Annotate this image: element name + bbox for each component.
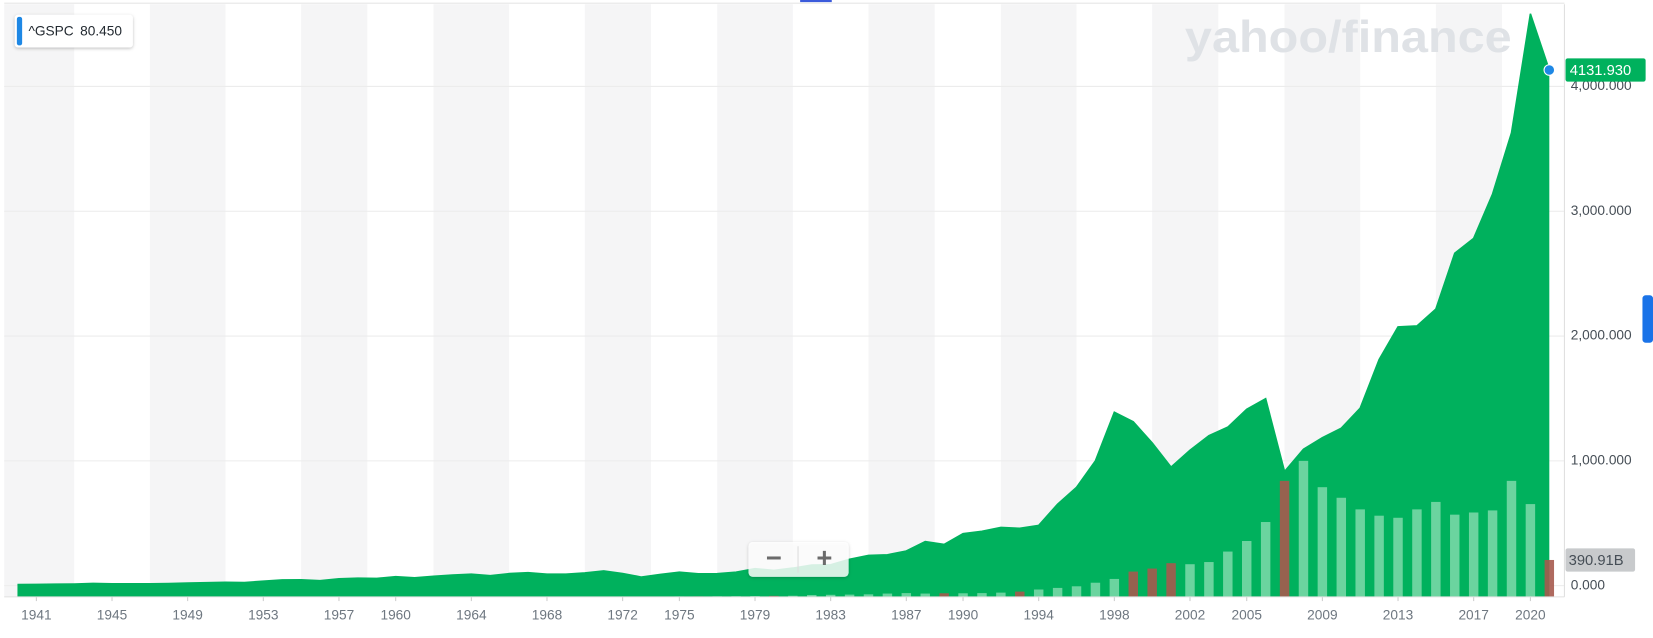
y-tick-label: 1,000.000: [1571, 452, 1632, 467]
volume-bar: [1241, 540, 1252, 597]
volume-bar: [1412, 509, 1422, 597]
volume-bar: [1468, 512, 1479, 597]
zoom-out[interactable]: −: [766, 542, 782, 573]
volume-tag: [1565, 548, 1636, 572]
volume-bar: [1544, 559, 1555, 597]
x-tick-label: 1949: [172, 607, 202, 622]
volume-bar: [1525, 504, 1536, 597]
volume-bar: [807, 594, 817, 597]
x-tick-label: 2005: [1232, 607, 1263, 622]
x-tick-label: 1964: [456, 607, 487, 622]
volume-bar: [1147, 568, 1157, 597]
volume-bar: [958, 593, 968, 597]
volume-bar: [882, 593, 893, 597]
x-tick-label: 1945: [97, 607, 128, 622]
volume-bar: [1393, 517, 1403, 597]
y-tick-label: 3,000.000: [1571, 203, 1632, 218]
volume-bar: [1298, 460, 1309, 597]
side-tab[interactable]: [1642, 295, 1653, 343]
volume-tag-label: 390.91B: [1569, 553, 1624, 569]
x-tick-label: 1960: [380, 607, 411, 622]
legend-symbol: ^GSPC: [28, 23, 73, 38]
volume-bar: [1185, 564, 1195, 597]
volume-bar: [1052, 587, 1063, 597]
watermark: yahoo/finance: [1185, 13, 1512, 62]
volume-bar: [901, 593, 912, 597]
zoom-controls: − +: [748, 542, 849, 577]
volume-bar: [1431, 501, 1441, 597]
zoom-in[interactable]: +: [816, 542, 832, 573]
volume-bar: [863, 594, 874, 597]
volume-bar: [1033, 589, 1044, 597]
volume-bar: [1317, 487, 1328, 597]
price-tag-label: 4131.930: [1570, 63, 1632, 79]
volume-bar: [1279, 480, 1290, 597]
x-tick-label: 1990: [948, 607, 979, 622]
volume-bar: [1374, 515, 1384, 597]
x-tick-label: 1968: [532, 607, 563, 622]
volume-bar: [939, 593, 949, 597]
volume-bar: [1071, 586, 1082, 597]
background-band: [149, 4, 226, 597]
x-tick-label: 1957: [324, 607, 354, 622]
x-tick-label: 1975: [664, 607, 695, 622]
volume-bar: [977, 593, 987, 597]
x-tick-label: 2017: [1458, 607, 1488, 622]
x-tick-label: 1998: [1099, 607, 1130, 622]
volume-bar: [1128, 571, 1138, 597]
legend-box: [14, 14, 133, 48]
top-indicator: [800, 0, 832, 3]
legend: ^GSPC 80.450: [14, 14, 133, 48]
y-tick-label: 4,000.000: [1571, 78, 1632, 93]
volume-bar: [1487, 510, 1498, 597]
x-tick-label: 2002: [1175, 607, 1205, 622]
background-band: [4, 4, 75, 597]
volume-bar: [1109, 578, 1120, 597]
x-tick-label: 2020: [1515, 607, 1546, 622]
volume-bar: [1204, 562, 1214, 597]
x-tick-label: 1979: [740, 607, 770, 622]
axes: 1941 1945 1949 1953 1957 1960 1964 1968 1972 1975…: [21, 78, 1632, 622]
background-band: [868, 4, 935, 597]
volume-bar: [825, 594, 836, 597]
background-band: [717, 4, 793, 597]
volume-bar: [1090, 582, 1101, 597]
volume-bar: [1506, 480, 1517, 597]
background-band: [433, 4, 510, 597]
volume-bar: [844, 594, 855, 597]
last-point: [1543, 64, 1556, 76]
volume-bar: [788, 595, 798, 597]
price-tag: [1565, 58, 1646, 82]
volume-bar: [1450, 514, 1460, 597]
volume-bar: [996, 592, 1006, 597]
volume-bar: [1166, 563, 1176, 597]
x-tick-label: 1953: [248, 607, 279, 622]
x-tick-label: 1994: [1023, 607, 1054, 622]
y-tick-label: 2,000.000: [1571, 328, 1632, 343]
volume-bar: [1015, 591, 1025, 597]
x-tick-label: 2009: [1307, 607, 1337, 622]
x-tick-label: 1972: [607, 607, 637, 622]
volume-bar: [920, 593, 930, 597]
background-band: [301, 4, 368, 597]
volume-bar: [1223, 551, 1233, 597]
background-band: [584, 4, 652, 597]
legend-swatch: [16, 16, 23, 46]
x-tick-label: 2013: [1383, 607, 1414, 622]
x-tick-label: 1987: [891, 607, 921, 622]
volume-bar: [1336, 497, 1347, 597]
volume-bar: [1260, 522, 1271, 597]
legend-value: 80.450: [80, 23, 122, 38]
y-tick-label: 0.000: [1571, 577, 1606, 592]
x-tick-label: 1983: [815, 607, 846, 622]
x-tick-label: 1941: [21, 607, 51, 622]
volume-bar: [1355, 509, 1365, 597]
